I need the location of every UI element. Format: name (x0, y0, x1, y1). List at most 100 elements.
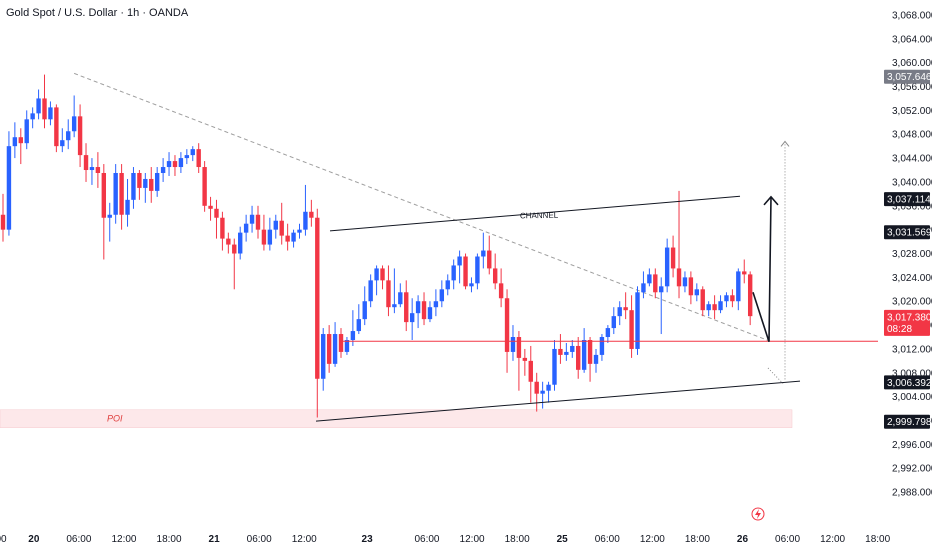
candle[interactable] (386, 265, 391, 317)
candle[interactable] (635, 286, 640, 355)
candle[interactable] (36, 89, 41, 120)
candle[interactable] (492, 253, 498, 290)
candle[interactable] (546, 381, 551, 403)
candle[interactable] (747, 271, 753, 326)
candle[interactable] (421, 292, 427, 326)
candle[interactable] (362, 286, 367, 326)
candle[interactable] (457, 250, 462, 284)
candle[interactable] (469, 277, 474, 293)
candle[interactable] (0, 193, 6, 242)
candle[interactable] (409, 298, 415, 340)
candle[interactable] (238, 226, 243, 260)
time-axis[interactable]: 18:00 20 06:00 12:00 18:00 21 06:00 12:00 23 06:0… (0, 534, 891, 545)
candle[interactable] (6, 131, 12, 236)
candle[interactable] (522, 348, 528, 376)
candle[interactable] (742, 259, 747, 284)
candle[interactable] (433, 289, 439, 317)
candle[interactable] (481, 232, 486, 269)
candle[interactable] (249, 205, 255, 233)
candle[interactable] (564, 342, 569, 361)
drawings-layer[interactable]: CHANNEL (315, 140, 878, 422)
candle[interactable] (611, 307, 616, 335)
candle[interactable] (694, 283, 700, 302)
candle[interactable] (113, 164, 118, 224)
candle[interactable] (570, 340, 575, 358)
candle[interactable] (475, 253, 480, 290)
candle[interactable] (688, 271, 694, 305)
candle[interactable] (700, 286, 705, 317)
candle[interactable] (178, 152, 184, 173)
candle[interactable] (89, 158, 95, 185)
candle[interactable] (540, 381, 545, 409)
candle[interactable] (83, 143, 89, 182)
candle[interactable] (398, 283, 403, 308)
candle[interactable] (558, 334, 563, 364)
candle[interactable] (504, 289, 510, 373)
candle[interactable] (297, 223, 302, 239)
candle[interactable] (154, 167, 160, 197)
candle[interactable] (208, 196, 213, 221)
candle[interactable] (131, 167, 136, 209)
candle[interactable] (664, 238, 670, 293)
candle[interactable] (516, 331, 522, 391)
channel-upper-line[interactable] (329, 195, 741, 232)
candle[interactable] (374, 265, 379, 296)
candle[interactable] (303, 184, 308, 236)
candle[interactable] (350, 310, 356, 346)
candle[interactable] (332, 322, 338, 367)
candle[interactable] (617, 301, 622, 326)
candle[interactable] (214, 199, 219, 239)
candle[interactable] (107, 202, 112, 242)
candle[interactable] (576, 337, 581, 379)
candle[interactable] (24, 110, 29, 150)
candle[interactable] (653, 268, 658, 299)
candle[interactable] (368, 274, 373, 308)
candle[interactable] (581, 328, 587, 373)
candle[interactable] (599, 334, 605, 361)
candle[interactable] (267, 217, 273, 251)
candle[interactable] (226, 232, 231, 254)
candle[interactable] (510, 325, 516, 361)
channel-lower-line[interactable] (315, 380, 801, 422)
candle[interactable] (682, 271, 688, 293)
candle[interactable] (243, 214, 249, 242)
candle[interactable] (344, 337, 350, 355)
candle[interactable] (427, 301, 433, 323)
candle[interactable] (95, 152, 101, 188)
candle[interactable] (18, 128, 23, 165)
candle[interactable] (143, 173, 148, 203)
candle[interactable] (149, 167, 154, 203)
candle[interactable] (54, 104, 59, 153)
candle[interactable] (291, 229, 296, 248)
candle[interactable] (587, 337, 593, 382)
candle[interactable] (309, 199, 314, 227)
candle[interactable] (534, 372, 539, 412)
candle[interactable] (202, 161, 207, 212)
candle[interactable] (71, 95, 77, 138)
candle[interactable] (285, 223, 290, 251)
candle[interactable] (279, 202, 284, 245)
candle[interactable] (184, 149, 190, 165)
candles-layer[interactable] (0, 74, 753, 418)
candle[interactable] (66, 119, 71, 150)
candle[interactable] (670, 235, 676, 278)
candle[interactable] (255, 205, 261, 239)
candle[interactable] (321, 328, 326, 391)
candle[interactable] (623, 292, 628, 320)
candle[interactable] (593, 348, 599, 373)
candle[interactable] (445, 274, 450, 296)
candle[interactable] (641, 271, 646, 299)
candle[interactable] (261, 214, 267, 251)
candle[interactable] (42, 74, 47, 129)
candle[interactable] (718, 295, 723, 314)
candle[interactable] (552, 340, 557, 391)
candle[interactable] (415, 295, 421, 329)
candle[interactable] (463, 253, 468, 290)
candle[interactable] (326, 325, 332, 373)
candle[interactable] (77, 104, 83, 168)
candle[interactable] (498, 268, 504, 308)
candle[interactable] (629, 295, 634, 358)
candle[interactable] (528, 345, 533, 403)
